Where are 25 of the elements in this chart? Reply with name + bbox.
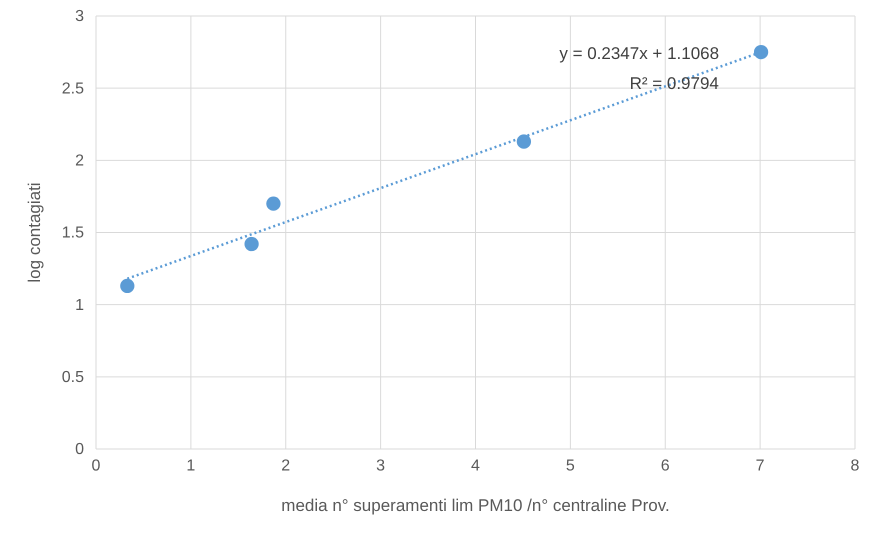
x-tick-label: 3 xyxy=(376,457,386,474)
x-tick-label: 4 xyxy=(471,457,480,474)
y-tick-label: 2 xyxy=(75,152,84,170)
x-tick-label: 7 xyxy=(756,457,765,474)
x-axis-title: media n° superamenti lim PM10 /n° centraline Prov. xyxy=(281,496,670,515)
y-tick-label: 1 xyxy=(75,296,84,314)
annotation: R² = 0.9794 xyxy=(630,74,719,93)
point xyxy=(244,236,259,252)
x-tick-label: 8 xyxy=(850,457,860,474)
point xyxy=(754,44,768,60)
y-axis-title: log contagiati xyxy=(25,182,44,283)
y-tick-label: 0 xyxy=(75,441,84,458)
point xyxy=(266,196,281,211)
y-tick-label: 2.5 xyxy=(62,80,84,98)
y-tick-label: 3 xyxy=(75,8,84,26)
x-tick-label: 1 xyxy=(186,457,196,474)
annotation: y = 0.2347x + 1.1068 xyxy=(559,44,720,63)
y-tick-label: 0.5 xyxy=(62,368,84,386)
x-tick-label: 2 xyxy=(281,457,290,474)
x-tick-label: 6 xyxy=(660,457,670,474)
y-tick-label: 1.5 xyxy=(62,224,84,242)
point xyxy=(120,278,134,294)
x-tick-label: 0 xyxy=(92,457,101,474)
point xyxy=(516,134,532,149)
x-tick-label: 5 xyxy=(566,457,575,474)
